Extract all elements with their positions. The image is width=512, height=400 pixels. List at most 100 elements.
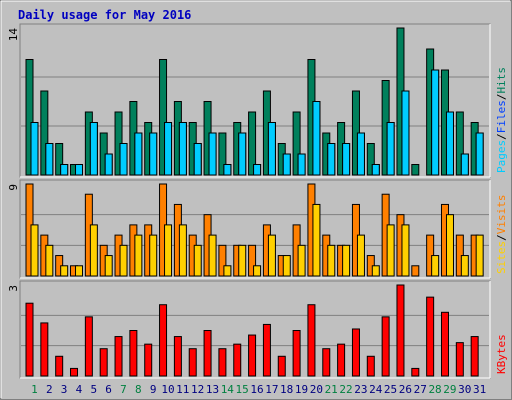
legend: KBytes [495,334,508,374]
bar [30,224,39,277]
bar [45,244,54,277]
bar [164,224,173,277]
bar [248,334,257,377]
bar [470,336,479,377]
bar [178,122,187,176]
bar [223,164,232,176]
bar [25,59,34,176]
bar [25,302,34,377]
x-tick-label: 12 [191,383,204,396]
x-tick-label: 30 [458,383,471,396]
x-tick-label: 15 [236,383,249,396]
x-tick-label: 27 [414,383,427,396]
bar [356,234,365,277]
bar [267,234,276,277]
bar [223,265,232,277]
bar [307,304,316,377]
x-tick-label: 31 [473,383,486,396]
legend-separator: / [495,234,508,241]
bar [426,296,435,377]
x-tick-label: 26 [399,383,412,396]
bar [455,342,464,377]
x-tick-label: 1 [31,383,38,396]
bar [104,255,113,277]
bar [351,328,360,377]
bar [129,330,138,377]
bar [292,111,301,176]
bar [297,244,306,277]
x-tick-label: 13 [206,383,219,396]
chart-title: Daily usage for May 2016 [18,8,191,22]
bar [366,143,375,176]
bar [371,164,380,176]
bar [233,343,242,377]
bar [193,244,202,277]
bar [253,164,262,176]
y-tick-label: 14 [7,28,20,42]
x-tick-label: 5 [90,383,97,396]
bar [218,132,227,176]
bar [55,355,64,377]
bar [114,336,123,377]
legend-separator: / [495,94,508,101]
bar [253,265,262,277]
bar [431,255,440,277]
bar [55,143,64,176]
bar [297,153,306,176]
bar [460,153,469,176]
bar [342,143,351,176]
x-tick-label: 28 [428,383,441,396]
bar [40,322,49,377]
x-tick-label: 19 [295,383,308,396]
x-tick-label: 18 [280,383,293,396]
bar [445,111,454,176]
bar [282,255,291,277]
bar [312,203,321,277]
bar [401,90,410,176]
x-tick-label: 3 [61,383,68,396]
bar [149,234,158,277]
x-tick-label: 6 [105,383,112,396]
bar [267,122,276,176]
bar [208,234,217,277]
bar [262,323,271,377]
bar [193,143,202,176]
legend-entry: Pages [495,140,508,173]
y-tick-label: 3 [7,285,20,292]
bar [366,355,375,377]
legend-separator: / [495,133,508,140]
legend-entry: Files [495,100,508,133]
bar [99,348,108,377]
bar [386,224,395,277]
x-tick-label: 24 [369,383,383,396]
y-tick-label: 9 [7,184,20,191]
legend: Pages/Files/Hits [495,67,508,173]
bar [134,234,143,277]
bar [381,316,390,377]
x-tick-label: 25 [384,383,397,396]
x-tick-label: 20 [310,383,323,396]
bar [188,348,197,377]
x-tick-label: 17 [265,383,278,396]
bar [218,244,227,277]
x-tick-label: 23 [354,383,367,396]
x-tick-label: 9 [150,383,157,396]
legend-entry: Visits [495,195,508,235]
bar [30,122,39,176]
bar [327,143,336,176]
bar [248,244,257,277]
bar [134,132,143,176]
bar [342,244,351,277]
bar [411,265,420,277]
bar [89,122,98,176]
x-tick-label: 11 [176,383,189,396]
x-tick-label: 16 [250,383,263,396]
bar [322,348,331,377]
bar [164,122,173,176]
bar [411,367,420,377]
bar [40,90,49,176]
bar [60,164,69,176]
bar [75,164,84,176]
